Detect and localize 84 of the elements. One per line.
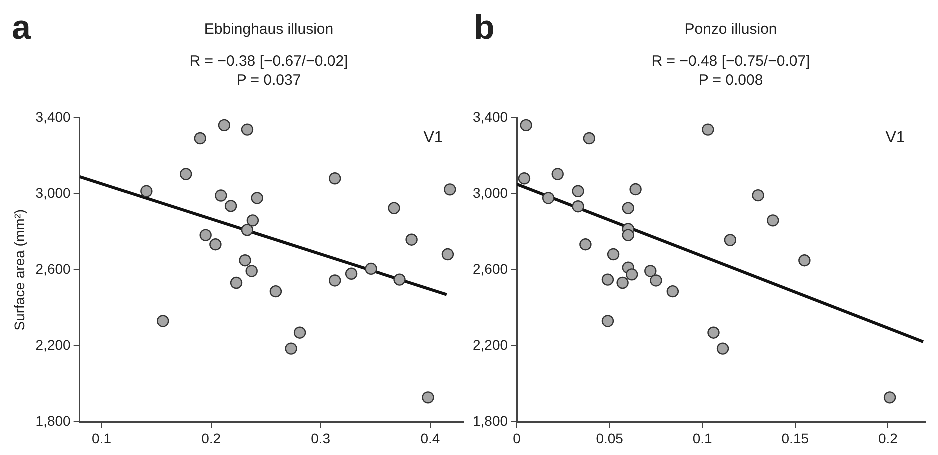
point [239, 254, 252, 267]
point [644, 265, 657, 278]
point [444, 184, 456, 196]
y-tick-label: 2,600 [472, 260, 508, 277]
point [616, 276, 629, 290]
text: b [474, 8, 495, 48]
x-tick-label: 0.05 [596, 430, 624, 446]
point [329, 274, 342, 287]
point [406, 234, 418, 246]
point [294, 326, 306, 339]
point [251, 192, 264, 204]
y-tick-label: 3,400 [472, 108, 508, 125]
y-tick-label: 1,800 [36, 413, 72, 430]
chart-title: Ebbinghaus illusion [204, 21, 334, 38]
point [716, 342, 730, 355]
point [140, 185, 153, 198]
point [552, 168, 564, 180]
chart-subtitle: R = −0.38 [−0.67/−0.02] P = 0.037 [188, 52, 350, 90]
x-tick-label: 0.3 [311, 430, 331, 446]
point [200, 229, 212, 242]
point [607, 248, 620, 261]
point [702, 124, 714, 136]
point [622, 202, 634, 214]
point [626, 268, 638, 281]
x-tick-label: 0.2 [202, 430, 222, 446]
point [622, 229, 634, 242]
point [345, 268, 358, 280]
point [580, 238, 592, 251]
x-tick-label: 0.1 [92, 430, 112, 446]
point [518, 172, 531, 185]
annotation: V1 [424, 129, 444, 146]
x-tick-label: 0.1 [692, 430, 713, 446]
point [602, 274, 614, 286]
point [583, 132, 596, 145]
point [884, 392, 896, 404]
x-tick-label: 0.15 [782, 430, 810, 446]
y-tick-label: 3,000 [472, 184, 508, 201]
y-axis-title: Surface area (mm²) [11, 209, 28, 331]
point [241, 124, 254, 136]
point [215, 190, 228, 202]
point [246, 265, 258, 278]
point [388, 202, 400, 214]
point [767, 214, 780, 227]
chart-title: Ponzo illusion [684, 21, 778, 38]
y-tick-label: 3,000 [36, 184, 72, 201]
point [285, 342, 298, 355]
point [630, 183, 642, 196]
point [210, 238, 222, 251]
annotation: V1 [886, 129, 906, 146]
point [724, 234, 737, 246]
point [194, 132, 206, 145]
point [230, 276, 243, 290]
point [520, 119, 532, 132]
point [224, 200, 238, 212]
point [798, 254, 811, 267]
point [422, 392, 434, 404]
y-tick-label: 2,600 [36, 260, 72, 277]
point [650, 274, 662, 287]
point [442, 248, 454, 261]
point [708, 326, 720, 339]
point [329, 172, 342, 185]
point [180, 168, 192, 180]
point [365, 262, 378, 276]
y-tick-label: 2,200 [472, 337, 508, 354]
point [241, 224, 254, 236]
y-tick-label: 2,200 [36, 337, 72, 354]
point [602, 315, 614, 328]
x-tick-label: 0.4 [420, 430, 440, 446]
x-tick-label: 0 [513, 430, 522, 446]
point [394, 274, 406, 286]
point [572, 185, 584, 198]
point [218, 119, 231, 132]
x-tick-label: 0.2 [878, 430, 898, 446]
point [752, 189, 764, 202]
point [246, 214, 260, 227]
text: a [12, 8, 31, 48]
y-tick-label: 3,400 [36, 108, 72, 125]
y-tick-label: 1,800 [472, 413, 508, 430]
point [270, 285, 282, 298]
point [572, 200, 584, 213]
point [542, 192, 555, 204]
chart-subtitle: R = −0.48 [−0.75/−0.07] P = 0.008 [650, 52, 812, 90]
point [666, 285, 680, 298]
point [157, 315, 170, 328]
